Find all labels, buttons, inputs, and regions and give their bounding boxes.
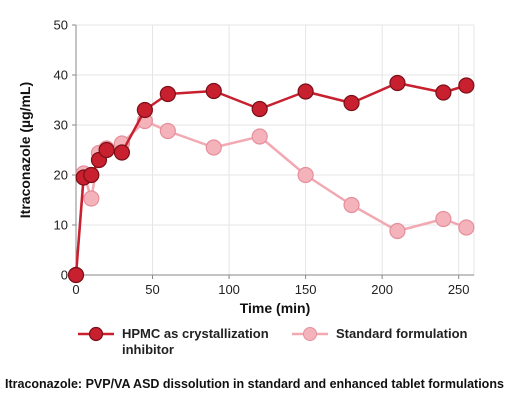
y-axis-title: Itraconazole (µg/mL) (17, 82, 33, 218)
data-point-hpmc (159, 85, 176, 103)
data-point-standard (297, 166, 314, 184)
legend-label-hpmc-line2: inhibitor (122, 342, 174, 357)
x-tick-label: 200 (371, 282, 393, 297)
y-tick-label: 30 (54, 118, 68, 133)
figure-caption: Itraconazole: PVP/VA ASD dissolution in … (5, 377, 504, 391)
dissolution-chart: 0 10 20 30 40 50 0 50 100 150 200 250 Time (min) It… (17, 18, 475, 316)
legend-marker-hpmc (78, 326, 114, 342)
chart-axes: 0 10 20 30 40 50 0 50 100 150 200 250 (54, 18, 474, 297)
data-point-hpmc (297, 83, 314, 100)
data-point-standard (83, 190, 100, 207)
legend-label-hpmc-line1: HPMC as crystallization (122, 326, 269, 341)
series-hpmc (67, 74, 475, 284)
x-tick-label: 50 (145, 282, 159, 297)
data-point-standard (435, 210, 452, 228)
x-axis-title: Time (min) (240, 300, 311, 316)
y-tick-label: 10 (54, 218, 68, 233)
chart-series-layer (67, 74, 475, 284)
legend-item-standard: Standard formulation (290, 326, 467, 342)
y-tick-label: 20 (54, 168, 68, 183)
data-point-hpmc (98, 141, 115, 159)
data-point-hpmc (205, 82, 222, 100)
y-tick-label: 40 (54, 68, 68, 83)
x-tick-label: 250 (448, 282, 470, 297)
data-point-standard (458, 219, 475, 236)
data-point-hpmc (113, 144, 131, 161)
data-point-hpmc (136, 101, 153, 119)
data-point-hpmc (83, 166, 100, 184)
data-point-hpmc (343, 94, 360, 112)
legend-item-hpmc: HPMC as crystallization inhibitor (76, 326, 269, 358)
data-point-standard (251, 128, 268, 145)
data-point-hpmc (458, 77, 475, 94)
data-point-standard (389, 222, 406, 240)
data-point-standard (205, 139, 222, 156)
data-point-hpmc (435, 84, 452, 101)
data-point-hpmc (251, 100, 268, 118)
data-point-standard (343, 196, 360, 214)
x-tick-label: 100 (218, 282, 240, 297)
x-tick-label: 150 (295, 282, 317, 297)
data-point-standard (159, 122, 176, 140)
data-point-hpmc (389, 74, 406, 92)
y-tick-label: 50 (54, 18, 68, 33)
x-tick-label: 0 (72, 282, 79, 297)
legend-marker-standard (292, 327, 328, 341)
y-tick-label: 0 (61, 268, 68, 283)
chart-legend: HPMC as crystallization inhibitor Standa… (76, 326, 516, 366)
chart-grid (75, 24, 475, 276)
legend-label-standard: Standard formulation (336, 326, 468, 341)
data-point-hpmc (67, 266, 85, 284)
